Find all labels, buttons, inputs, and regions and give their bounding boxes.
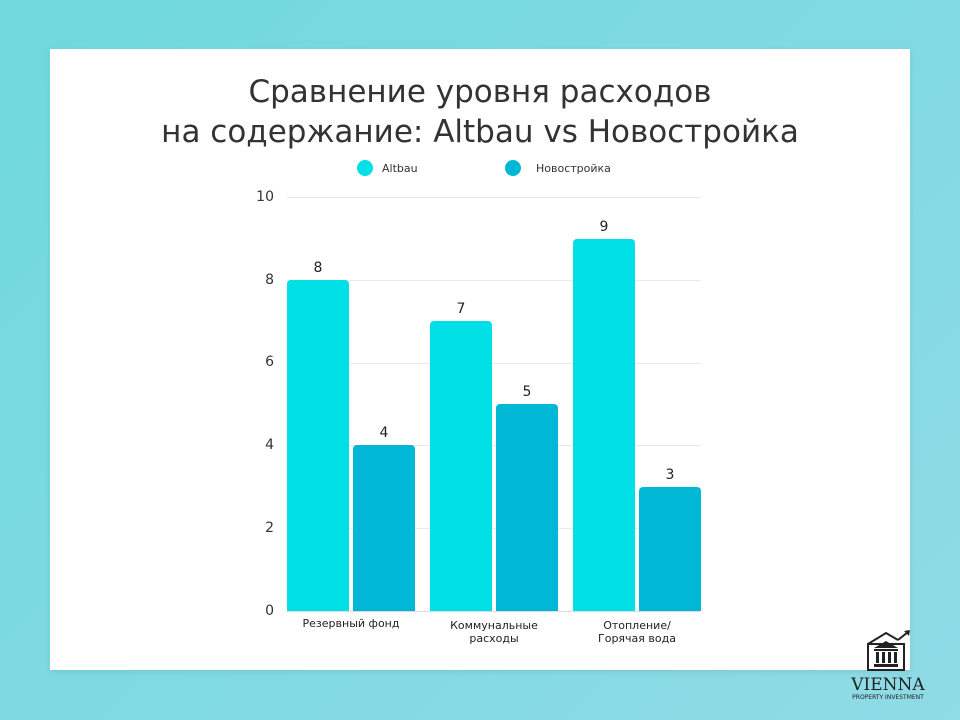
x-label-line: расходы bbox=[469, 632, 519, 645]
gridline bbox=[287, 611, 700, 612]
legend-item-altbau: Altbau bbox=[357, 160, 418, 176]
value-label: 4 bbox=[379, 425, 389, 441]
x-label-line: Коммунальные bbox=[450, 619, 538, 632]
y-tick: 4 bbox=[265, 437, 274, 453]
y-tick: 0 bbox=[265, 603, 274, 619]
logo-subtitle: PROPERTY INVESTMENT bbox=[852, 694, 924, 701]
value-label: 7 bbox=[456, 301, 466, 317]
x-label-reserve-fund: Резервный фонд bbox=[281, 617, 421, 630]
gridline bbox=[287, 528, 700, 529]
legend-item-novostroyka: Новостройка bbox=[505, 160, 611, 176]
x-label-line: Отопление/ bbox=[603, 619, 671, 632]
chart-legend: Altbau Новостройка bbox=[0, 160, 960, 178]
y-tick: 6 bbox=[265, 354, 274, 370]
chart-title: Сравнение уровня расходов на содержание:… bbox=[0, 72, 960, 152]
legend-label: Altbau bbox=[382, 161, 418, 175]
gridline bbox=[287, 197, 700, 198]
chart-title-line-1: Сравнение уровня расходов bbox=[248, 74, 712, 110]
value-label: 8 bbox=[313, 260, 323, 276]
x-label-line: Резервный фонд bbox=[302, 617, 400, 630]
y-tick: 2 bbox=[265, 520, 274, 536]
bar-altbau-reserve-fund bbox=[287, 280, 349, 611]
legend-label: Новостройка bbox=[536, 161, 611, 175]
vienna-logo: VIENNA PROPERTY INVESTMENT bbox=[848, 630, 928, 702]
value-label: 9 bbox=[599, 219, 609, 235]
gridline bbox=[287, 363, 700, 364]
gridline bbox=[287, 445, 700, 446]
legend-dot-icon bbox=[505, 160, 521, 176]
x-label-utilities: Коммунальные расходы bbox=[424, 619, 564, 645]
y-tick: 8 bbox=[265, 272, 274, 288]
bar-new-reserve-fund bbox=[353, 445, 415, 611]
value-label: 3 bbox=[665, 467, 675, 483]
x-label-line: Горячая вода bbox=[598, 632, 676, 645]
logo-name: VIENNA bbox=[851, 675, 925, 695]
value-label: 5 bbox=[522, 384, 532, 400]
bar-altbau-heating bbox=[573, 239, 635, 611]
chart-title-line-2: на содержание: Altbau vs Новостройка bbox=[161, 114, 799, 150]
x-label-heating: Отопление/ Горячая вода bbox=[567, 619, 707, 645]
bar-new-heating bbox=[639, 487, 701, 611]
gridline bbox=[287, 280, 700, 281]
bar-new-utilities bbox=[496, 404, 558, 611]
y-tick: 10 bbox=[256, 189, 274, 205]
building-chart-icon bbox=[867, 630, 910, 671]
bar-altbau-utilities bbox=[430, 321, 492, 611]
legend-dot-icon bbox=[357, 160, 373, 176]
